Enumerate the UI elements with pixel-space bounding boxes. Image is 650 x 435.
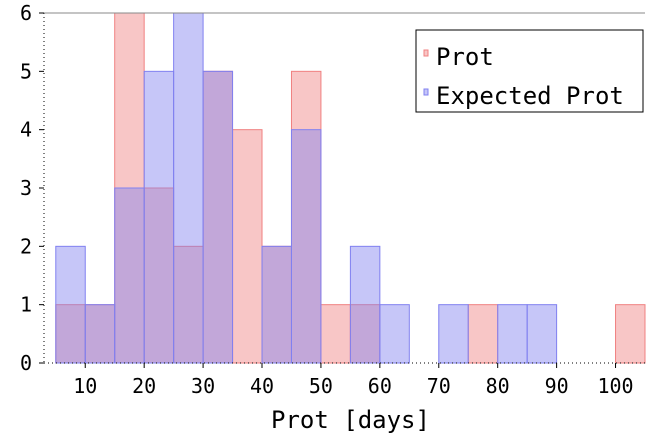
y-tick-label-1: 1: [20, 293, 32, 317]
x-tick-label-10: 10: [73, 374, 97, 398]
x-axis-label: Prot [days]: [271, 406, 430, 434]
bar-expected-prot-15: [114, 187, 145, 364]
legend-box: [415, 29, 644, 113]
y-tick-label-2: 2: [20, 234, 32, 258]
bar-prot-100: [615, 304, 646, 364]
x-tick-label-40: 40: [250, 374, 274, 398]
bar-expected-prot-45: [290, 129, 322, 364]
legend: Prot Expected Prot: [415, 29, 644, 113]
legend-label-prot: Prot: [436, 43, 494, 71]
y-tick-label-5: 5: [20, 59, 32, 83]
x-tick-label-60: 60: [368, 374, 392, 398]
bar-expected-prot-10: [84, 304, 116, 364]
ticks-layer: 0 1 2 3 4 5 6 10 20 30 40 50 60 70 80 90 100: [20, 1, 634, 398]
x-tick-label-100: 100: [597, 374, 633, 398]
bar-expected-prot-20: [143, 70, 175, 364]
bar-expected-prot-85: [526, 304, 558, 364]
legend-label-expected-prot: Expected Prot: [436, 82, 624, 110]
bar-expected-prot-30: [202, 70, 234, 364]
bar-expected-prot-80: [497, 304, 528, 364]
x-tick-label-50: 50: [309, 374, 333, 398]
bar-expected-prot-5: [55, 245, 86, 364]
legend-swatch-prot: [423, 49, 429, 57]
bar-prot-75: [467, 304, 499, 364]
bar-prot-50: [320, 304, 351, 364]
bar-expected-prot-70: [438, 304, 469, 364]
y-tick-label-6: 6: [20, 1, 32, 25]
bar-prot-10: [84, 304, 116, 364]
x-tick-label-90: 90: [545, 374, 569, 398]
bar-prot-35: [232, 129, 263, 364]
bar-expected-prot-60: [379, 304, 410, 364]
y-tick-label-4: 4: [20, 118, 32, 142]
bar-expected-prot-25: [173, 12, 204, 364]
y-tick-label-3: 3: [20, 176, 32, 200]
bar-expected-prot-55: [349, 245, 381, 364]
legend-swatch-expected-prot: [423, 88, 429, 96]
bar-expected-prot-40: [261, 245, 292, 364]
x-tick-label-80: 80: [486, 374, 510, 398]
x-tick-label-20: 20: [132, 374, 156, 398]
y-tick-label-0: 0: [20, 351, 32, 375]
x-tick-label-70: 70: [427, 374, 451, 398]
x-tick-label-30: 30: [191, 374, 215, 398]
